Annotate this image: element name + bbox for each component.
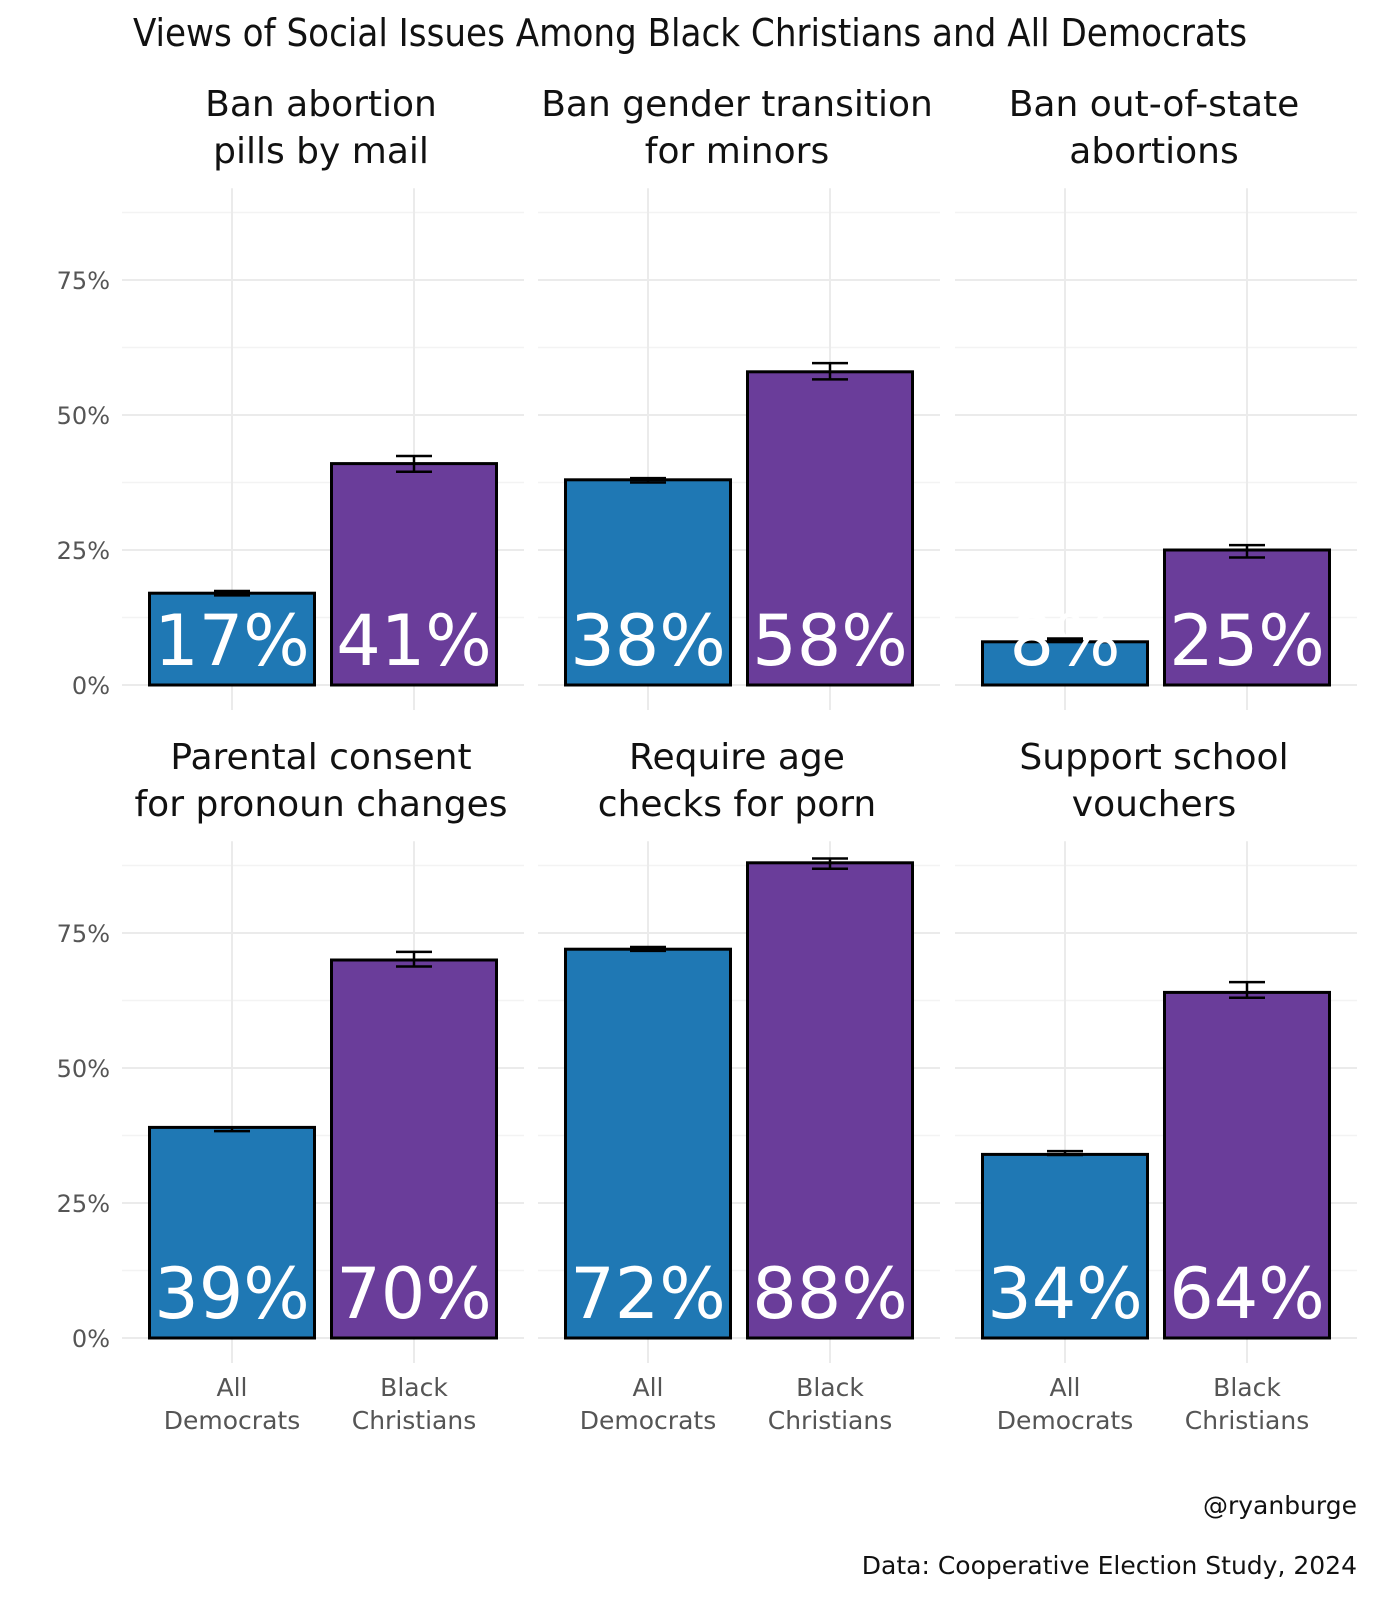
x-tick-label: Democrats	[997, 1406, 1133, 1435]
facet-title: Require age	[629, 737, 845, 778]
bar-value-label: 17%	[154, 600, 310, 682]
y-tick-label: 50%	[57, 1055, 110, 1083]
y-tick-label: 25%	[57, 537, 110, 565]
caption-source: Data: Cooperative Election Study, 2024	[862, 1551, 1357, 1580]
bar-value-label: 88%	[752, 1253, 908, 1335]
bar-value-label: 58%	[752, 600, 908, 682]
facet-panel: Parental consent for pronoun changes 39% 70…	[122, 737, 524, 1363]
facet-panel: Require age checks for porn 72% 88%	[538, 737, 940, 1363]
y-tick-label: 25%	[57, 1190, 110, 1218]
facet-title: Parental consent	[170, 737, 471, 778]
facet-panel: Support school vouchers 34% 64%	[955, 737, 1357, 1363]
y-tick-label: 75%	[57, 267, 110, 295]
x-tick-label: Democrats	[164, 1406, 300, 1435]
x-tick-label: Christians	[768, 1406, 893, 1435]
bar	[1163, 990, 1331, 1340]
y-tick-label: 0%	[72, 672, 110, 700]
facet-title: Support school	[1019, 737, 1288, 778]
facet-title: pills by mail	[213, 131, 429, 172]
y-axes: 0% 25% 50% 75% 0% 25% 50% 75%	[57, 267, 110, 1353]
bar	[746, 861, 914, 1340]
x-tick-label: All	[217, 1373, 248, 1402]
y-tick-label: 0%	[72, 1325, 110, 1353]
facet-title: checks for porn	[598, 784, 876, 825]
bar-value-label: 64%	[1169, 1253, 1325, 1335]
bar	[981, 1152, 1149, 1340]
y-tick-label: 50%	[57, 402, 110, 430]
x-tick-label: Black	[1213, 1373, 1281, 1402]
facet-title: vouchers	[1072, 784, 1236, 825]
bar	[1163, 548, 1331, 687]
chart-panels: Ban abortion pills by mail 17% 41% Ban gende…	[122, 84, 1357, 1363]
bar	[564, 478, 732, 687]
bar-value-label: 70%	[336, 1253, 492, 1335]
x-tick-label: All	[1050, 1373, 1081, 1402]
x-tick-label: Christians	[352, 1406, 477, 1435]
facet-panel: Ban abortion pills by mail 17% 41%	[122, 84, 524, 710]
bar-value-label: 41%	[336, 600, 492, 682]
x-tick-label: Black	[796, 1373, 864, 1402]
bar-value-label: 38%	[570, 600, 726, 682]
bar-value-label: 34%	[987, 1253, 1143, 1335]
bar	[330, 958, 498, 1340]
bar-value-label: 72%	[570, 1253, 726, 1335]
facet-title: for pronoun changes	[135, 784, 508, 825]
bar	[330, 462, 498, 687]
chart-title: Views of Social Issues Among Black Chris…	[133, 11, 1247, 55]
facet-title: Ban out-of-state	[1009, 84, 1300, 125]
bar	[564, 947, 732, 1340]
caption-credit: @ryanburge	[1203, 1491, 1357, 1520]
facet-panel: Ban gender transition for minors 38% 58%	[538, 84, 940, 710]
facet-title: for minors	[645, 131, 829, 172]
x-tick-label: Black	[380, 1373, 448, 1402]
x-tick-label: All	[633, 1373, 664, 1402]
bar-value-label: 25%	[1169, 600, 1325, 682]
facet-title: abortions	[1069, 131, 1238, 172]
facet-title: Ban gender transition	[541, 84, 933, 125]
x-tick-label: Christians	[1185, 1406, 1310, 1435]
x-axis: All Democrats Black Christians All Democrats B…	[164, 1373, 1309, 1435]
x-tick-label: Democrats	[580, 1406, 716, 1435]
bar	[148, 1125, 316, 1340]
bar-value-label: 39%	[154, 1253, 310, 1335]
y-tick-label: 75%	[57, 920, 110, 948]
facet-title: Ban abortion	[205, 84, 437, 125]
